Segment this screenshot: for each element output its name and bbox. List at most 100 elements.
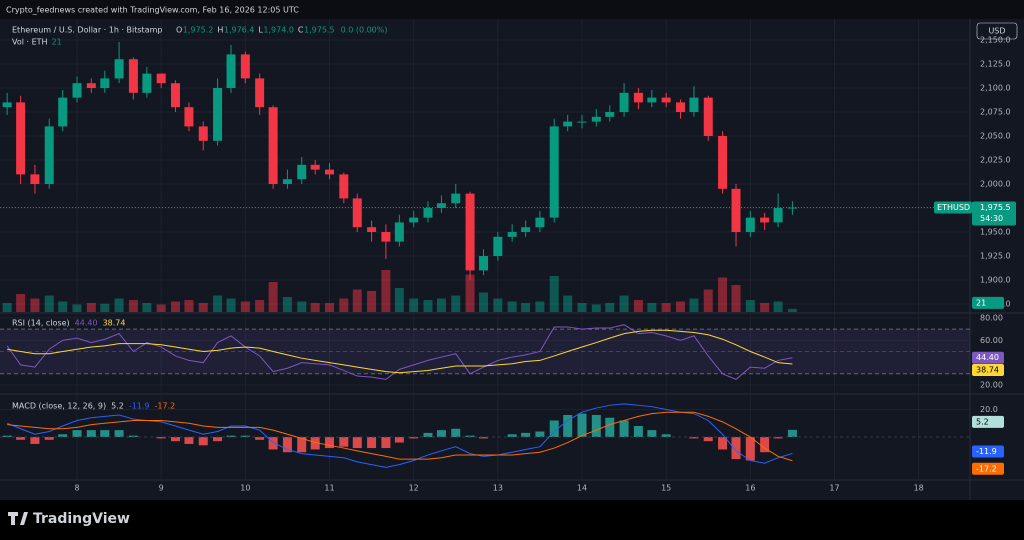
ohlc-value: C (298, 26, 304, 35)
candle-body (479, 256, 489, 271)
x-tick-label: 12 (409, 484, 419, 493)
candle-body (282, 179, 292, 185)
volume-bar (86, 303, 96, 312)
histogram-bar (633, 426, 643, 438)
candle-body (213, 88, 223, 141)
x-tick-label: 10 (240, 484, 250, 493)
y-tick-label: 2,150.0 (980, 36, 1011, 45)
candle-body (535, 217, 545, 228)
volume-bar (310, 303, 320, 312)
logo: TradingView (8, 511, 130, 527)
histogram-bar (44, 437, 54, 440)
candle-body (647, 97, 657, 103)
currency-box[interactable] (976, 22, 1018, 40)
candle-body (268, 107, 278, 185)
volume-bar (423, 300, 433, 312)
candle-body (549, 126, 559, 218)
candle-body (718, 136, 728, 189)
volume-bar (142, 303, 152, 312)
x-tick-label: 8 (74, 484, 79, 493)
candle-body (310, 164, 320, 170)
volume-bar (325, 303, 335, 312)
histogram-bar (563, 414, 573, 438)
candle-body (605, 112, 615, 117)
indicator-title: RSI (14, close) (12, 319, 70, 328)
y-tick-label: 2,050.0 (980, 132, 1011, 141)
volume-bar (2, 303, 12, 312)
candle-body (226, 54, 236, 89)
x-tick-label: 16 (745, 484, 755, 493)
volume-label: 21 (976, 298, 986, 307)
volume-bar (352, 289, 362, 312)
histogram-bar (577, 413, 587, 438)
volume-bar (282, 297, 292, 312)
histogram-bar (661, 434, 671, 438)
x-tick-label: 11 (324, 484, 334, 493)
volume-bar (184, 300, 194, 312)
histogram-bar (325, 437, 335, 449)
histogram-bar (745, 437, 755, 461)
histogram-bar (760, 437, 770, 453)
ohlc-value: 1,975.5 (304, 26, 335, 35)
volume-bar (58, 301, 68, 312)
y-tick-label: 20.00 (980, 380, 1003, 389)
histogram-bar (114, 430, 124, 438)
volume-bar (16, 294, 26, 312)
volume-label-badge (972, 296, 1004, 309)
volume-bar (100, 303, 110, 312)
histogram-bar (30, 437, 40, 444)
candle-body (689, 97, 699, 113)
volume-bar (213, 295, 223, 312)
x-tick-label: 9 (159, 484, 164, 493)
volume-bar (409, 298, 419, 312)
x-tick-label: 17 (829, 484, 839, 493)
x-tick-label: 13 (493, 484, 503, 493)
candle-body (367, 227, 377, 233)
candle-body (86, 83, 96, 89)
indicator-badge-badge (972, 445, 1004, 458)
histogram-bar (535, 431, 545, 438)
histogram-bar (689, 437, 699, 439)
histogram-bar (436, 430, 446, 438)
y-tick-label: 1,950.0 (980, 228, 1011, 237)
candle-body (184, 107, 194, 127)
candle-body (521, 227, 531, 233)
histogram-bar (394, 437, 404, 443)
histogram-bar (465, 435, 475, 438)
symbol-label: ETHUSD (937, 203, 970, 212)
y-tick-label: 80.00 (980, 314, 1003, 323)
histogram-bar (352, 437, 362, 449)
indicator-title: MACD (close, 12, 26, 9) (12, 402, 106, 411)
volume-bar (268, 282, 278, 312)
candle-body (633, 92, 643, 103)
histogram-bar (731, 437, 741, 460)
candle-body (436, 203, 446, 209)
volume-bar (479, 292, 489, 312)
ohlc-value: O (176, 26, 182, 35)
candle-body (465, 193, 475, 271)
histogram-bar (521, 432, 531, 438)
histogram-bar (647, 430, 657, 438)
x-tick-label: 15 (661, 484, 671, 493)
histogram-bar (605, 417, 615, 438)
histogram-bar (255, 437, 265, 440)
candle-body (255, 78, 265, 108)
volume-bar (30, 298, 40, 312)
histogram-bar (507, 434, 517, 438)
volume-bar (535, 301, 545, 312)
volume-bar (44, 295, 54, 312)
y-tick-label: 2,000.0 (980, 180, 1011, 189)
y-tick-label: 1,900.0 (980, 276, 1011, 285)
candle-body (142, 73, 152, 93)
candle-body (703, 97, 713, 137)
candle-body (2, 102, 12, 108)
y-tick-label: 2,125.0 (980, 60, 1011, 69)
top-bar (0, 0, 1024, 19)
candle-body (44, 126, 54, 185)
volume-bar (507, 301, 517, 312)
indicator-value: -17.2 (155, 402, 176, 411)
volume-bar (114, 298, 124, 312)
candle-body (30, 174, 40, 185)
volume-bar (703, 289, 713, 312)
histogram-bar (339, 437, 349, 447)
